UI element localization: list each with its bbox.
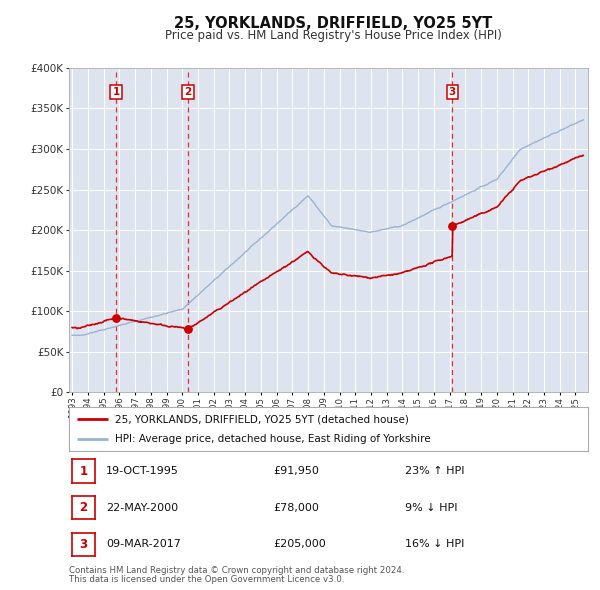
Text: 16% ↓ HPI: 16% ↓ HPI	[405, 539, 464, 549]
Text: Contains HM Land Registry data © Crown copyright and database right 2024.: Contains HM Land Registry data © Crown c…	[69, 566, 404, 575]
Text: 2: 2	[185, 87, 192, 97]
Text: 23% ↑ HPI: 23% ↑ HPI	[405, 466, 464, 476]
Text: £78,000: £78,000	[273, 503, 319, 513]
Text: This data is licensed under the Open Government Licence v3.0.: This data is licensed under the Open Gov…	[69, 575, 344, 584]
Text: 3: 3	[79, 537, 88, 551]
Text: 09-MAR-2017: 09-MAR-2017	[106, 539, 181, 549]
Point	[111, 313, 121, 323]
Point	[448, 221, 457, 231]
Text: 25, YORKLANDS, DRIFFIELD, YO25 5YT (detached house): 25, YORKLANDS, DRIFFIELD, YO25 5YT (deta…	[115, 414, 409, 424]
Text: HPI: Average price, detached house, East Riding of Yorkshire: HPI: Average price, detached house, East…	[115, 434, 430, 444]
Text: £205,000: £205,000	[273, 539, 326, 549]
Text: 9% ↓ HPI: 9% ↓ HPI	[405, 503, 458, 513]
Text: £91,950: £91,950	[273, 466, 319, 476]
Point	[184, 324, 193, 334]
Text: Price paid vs. HM Land Registry's House Price Index (HPI): Price paid vs. HM Land Registry's House …	[164, 30, 502, 42]
Text: 22-MAY-2000: 22-MAY-2000	[106, 503, 178, 513]
Text: 3: 3	[449, 87, 456, 97]
Text: 1: 1	[79, 464, 88, 478]
Text: 25, YORKLANDS, DRIFFIELD, YO25 5YT: 25, YORKLANDS, DRIFFIELD, YO25 5YT	[174, 16, 492, 31]
Text: 1: 1	[112, 87, 119, 97]
Text: 19-OCT-1995: 19-OCT-1995	[106, 466, 179, 476]
Text: 2: 2	[79, 501, 88, 514]
